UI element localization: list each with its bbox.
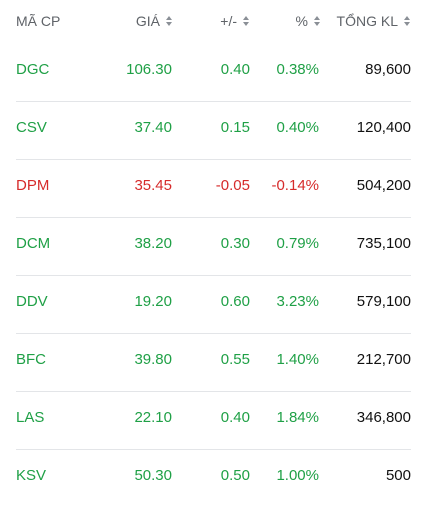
stock-change: 0.40 [220, 409, 250, 426]
stock-symbol[interactable]: DCM [16, 235, 51, 252]
table-row[interactable]: DDV 19.20 0.60 3.23% 579,100 [0, 276, 427, 334]
header-symbol-label: MÃ CP [16, 13, 61, 29]
stock-price: 50.30 [134, 467, 172, 484]
stock-symbol[interactable]: LAS [16, 409, 45, 426]
stock-symbol[interactable]: CSV [16, 119, 47, 136]
stock-volume: 504,200 [356, 177, 411, 194]
header-volume-label: TỔNG KL [336, 13, 398, 29]
stock-change: 0.30 [220, 235, 250, 252]
table-row[interactable]: DGC 106.30 0.40 0.38% 89,600 [0, 44, 427, 102]
stock-change: 0.50 [220, 467, 250, 484]
stock-price: 39.80 [134, 351, 172, 368]
table-header: MÃ CP GIÁ +/- % TỔNG KL [0, 0, 427, 44]
stock-percent: -0.14% [271, 177, 319, 194]
stock-price: 19.20 [134, 293, 172, 310]
stock-change: 0.60 [220, 293, 250, 310]
sort-icon[interactable] [314, 16, 321, 26]
header-percent[interactable]: % [296, 13, 321, 29]
stock-percent: 1.40% [276, 351, 319, 368]
stock-symbol[interactable]: KSV [16, 467, 47, 484]
stock-change: 0.55 [220, 351, 250, 368]
sort-icon[interactable] [166, 16, 173, 26]
table-row[interactable]: LAS 22.10 0.40 1.84% 346,800 [0, 392, 427, 450]
stock-volume: 120,400 [356, 119, 411, 136]
stock-volume: 579,100 [356, 293, 411, 310]
stock-price: 106.30 [126, 61, 172, 78]
stock-change: 0.40 [220, 61, 250, 78]
header-change-label: +/- [220, 13, 237, 29]
table-row[interactable]: BFC 39.80 0.55 1.40% 212,700 [0, 334, 427, 392]
stock-symbol[interactable]: DDV [16, 293, 48, 310]
stock-symbol[interactable]: DGC [16, 61, 50, 78]
table-row[interactable]: DPM 35.45 -0.05 -0.14% 504,200 [0, 160, 427, 218]
stock-percent: 0.38% [276, 61, 319, 78]
stock-percent: 1.00% [276, 467, 319, 484]
row-divider [16, 159, 411, 160]
header-symbol[interactable]: MÃ CP [16, 13, 60, 29]
stock-percent: 3.23% [276, 293, 319, 310]
stock-price: 37.40 [134, 119, 172, 136]
stock-volume: 212,700 [356, 351, 411, 368]
stock-volume: 500 [385, 467, 411, 484]
row-divider [16, 449, 411, 450]
row-divider [16, 101, 411, 102]
header-price[interactable]: GIÁ [136, 13, 173, 29]
stock-symbol[interactable]: BFC [16, 351, 46, 368]
stock-volume: 346,800 [356, 409, 411, 426]
table-row[interactable]: KSV 50.30 0.50 1.00% 500 [0, 450, 427, 508]
stock-volume: 89,600 [365, 61, 411, 78]
row-divider [16, 275, 411, 276]
row-divider [16, 333, 411, 334]
stock-percent: 1.84% [276, 409, 319, 426]
stock-change: 0.15 [220, 119, 250, 136]
stock-symbol[interactable]: DPM [16, 177, 50, 194]
stock-volume: 735,100 [356, 235, 411, 252]
stock-price: 38.20 [134, 235, 172, 252]
sort-icon[interactable] [404, 16, 411, 26]
table-row[interactable]: CSV 37.40 0.15 0.40% 120,400 [0, 102, 427, 160]
header-volume[interactable]: TỔNG KL [337, 13, 411, 29]
stock-percent: 0.79% [276, 235, 319, 252]
header-price-label: GIÁ [135, 13, 160, 29]
stock-percent: 0.40% [276, 119, 319, 136]
stock-price: 22.10 [134, 409, 172, 426]
header-percent-label: % [295, 13, 308, 29]
sort-icon[interactable] [243, 16, 250, 26]
stock-price: 35.45 [134, 177, 172, 194]
row-divider [16, 391, 411, 392]
header-change[interactable]: +/- [220, 13, 250, 29]
table-row[interactable]: DCM 38.20 0.30 0.79% 735,100 [0, 218, 427, 276]
stock-change: -0.05 [215, 177, 250, 194]
row-divider [16, 217, 411, 218]
